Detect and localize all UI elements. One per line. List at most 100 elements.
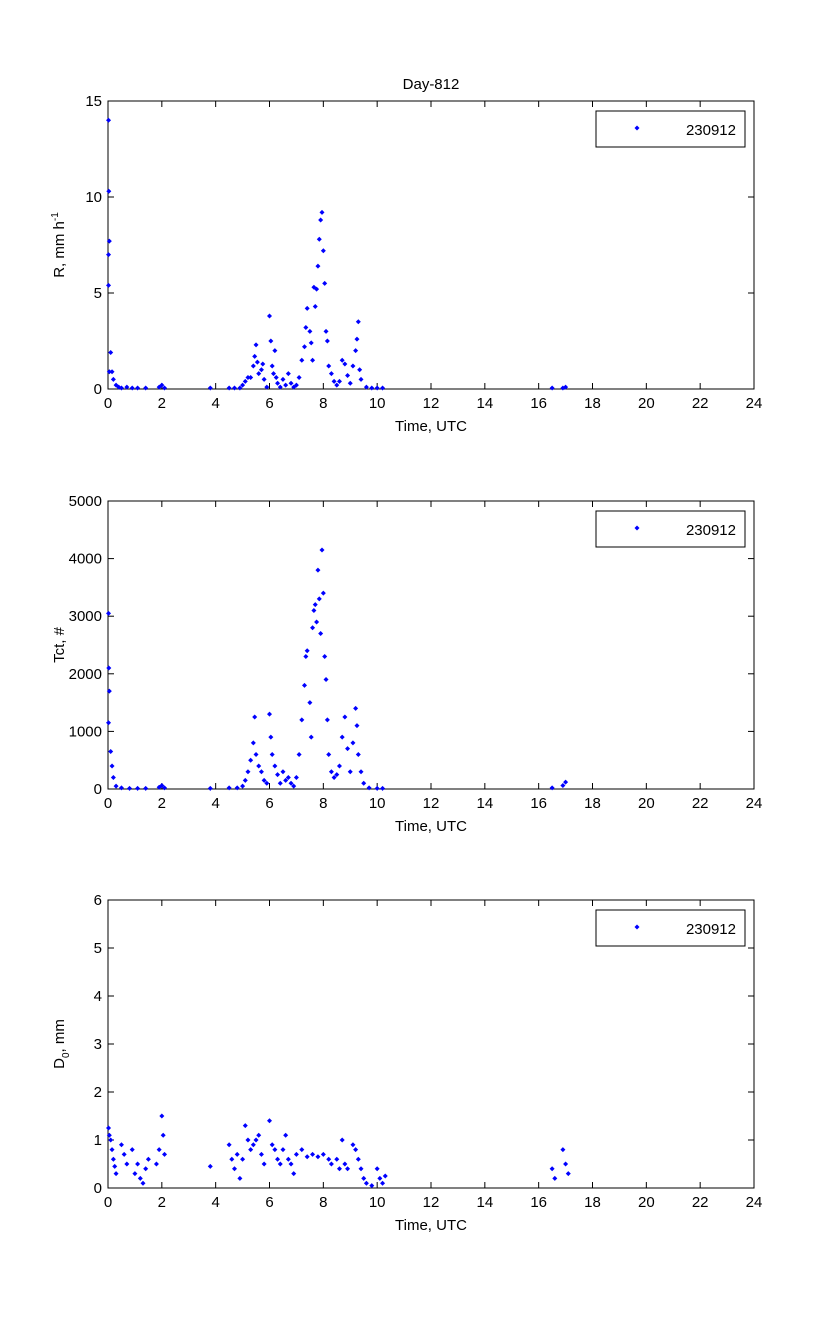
x-tick-label: 10 <box>369 795 386 812</box>
x-tick-label: 0 <box>104 795 112 812</box>
data-point <box>137 1175 143 1181</box>
data-point <box>369 1183 375 1189</box>
y-tick-label: 0 <box>94 1180 102 1197</box>
data-point <box>237 385 243 391</box>
data-point <box>347 769 353 775</box>
data-point <box>226 1142 232 1148</box>
data-point <box>312 303 318 309</box>
data-point <box>113 783 119 789</box>
x-axis-label: Time, UTC <box>395 418 467 435</box>
data-point <box>106 252 112 258</box>
data-point <box>240 382 246 388</box>
data-point <box>310 357 316 363</box>
data-point <box>283 1132 289 1138</box>
data-point <box>358 376 364 382</box>
data-point <box>285 774 291 780</box>
data-point <box>366 785 372 791</box>
data-point <box>369 385 375 391</box>
data-point <box>129 385 135 391</box>
y-tick-label: 0 <box>94 781 102 798</box>
legend-label: 230912 <box>686 921 736 938</box>
data-point <box>336 1166 342 1172</box>
data-point <box>315 263 321 269</box>
data-point <box>307 328 313 334</box>
y-tick-label: 15 <box>85 93 102 110</box>
data-point <box>334 382 340 388</box>
data-point <box>106 688 112 694</box>
data-point <box>280 1147 286 1153</box>
y-axis-label-sup: -1 <box>50 212 61 221</box>
data-point <box>271 371 277 377</box>
x-tick-label: 22 <box>692 395 709 412</box>
data-point <box>160 1132 166 1138</box>
x-tick-label: 14 <box>476 1194 493 1211</box>
x-tick-label: 8 <box>319 795 327 812</box>
data-point <box>127 785 133 791</box>
data-point <box>124 384 130 390</box>
y-tick-label: 3 <box>94 1036 102 1053</box>
data-point <box>226 785 232 791</box>
data-point <box>118 785 124 791</box>
data-point <box>339 734 345 740</box>
data-point <box>549 785 555 791</box>
data-point <box>267 1118 272 1124</box>
series-230912 <box>106 117 569 391</box>
data-point <box>283 777 289 783</box>
data-point <box>563 779 569 785</box>
data-point <box>240 783 246 789</box>
data-point <box>109 1147 115 1153</box>
y-tick-label: 1000 <box>69 723 102 740</box>
data-point <box>254 359 260 365</box>
data-point <box>242 777 248 783</box>
data-point <box>311 607 317 613</box>
data-point <box>355 319 361 325</box>
data-point <box>296 374 302 380</box>
data-point <box>560 783 566 789</box>
data-point <box>256 763 262 769</box>
series-230912 <box>106 1113 571 1189</box>
data-point <box>301 344 307 350</box>
data-point <box>258 1151 264 1157</box>
x-tick-label: 2 <box>158 1194 166 1211</box>
data-point <box>288 380 294 386</box>
x-tick-label: 20 <box>638 1194 655 1211</box>
y-tick-label: 10 <box>85 189 102 206</box>
axes-box <box>107 100 755 390</box>
y-tick-label: 5 <box>94 285 102 302</box>
data-point <box>252 353 258 359</box>
legend-box <box>595 510 746 548</box>
data-point <box>264 384 270 390</box>
data-point <box>285 371 291 377</box>
y-tick-label: 2000 <box>69 666 102 683</box>
data-point <box>336 763 342 769</box>
data-point <box>135 385 141 391</box>
data-point <box>110 1156 116 1162</box>
data-point <box>310 1151 316 1157</box>
data-point <box>277 780 283 786</box>
data-point <box>355 751 361 757</box>
data-point <box>118 1142 124 1148</box>
data-point <box>269 751 275 757</box>
data-point <box>363 1180 369 1186</box>
data-point <box>312 602 318 608</box>
x-tick-label: 4 <box>211 395 219 412</box>
legend: 230912 <box>595 110 746 148</box>
data-point <box>350 740 356 746</box>
data-point <box>326 1156 332 1162</box>
data-point <box>269 1142 275 1148</box>
data-point <box>308 340 314 346</box>
data-point <box>301 682 307 688</box>
data-point <box>331 378 337 384</box>
data-point <box>153 1161 159 1167</box>
data-point <box>110 376 116 382</box>
x-tick-label: 8 <box>319 1194 327 1211</box>
data-point <box>207 785 213 791</box>
y-tick-label: 5000 <box>69 493 102 510</box>
data-point <box>162 385 168 391</box>
data-point <box>261 777 267 783</box>
data-point <box>307 700 313 706</box>
subplot-2: 0 2 4 6 8 10 12 14 16 18 20 22 240100020003000400050… <box>51 493 762 835</box>
x-tick-label: 4 <box>211 795 219 812</box>
